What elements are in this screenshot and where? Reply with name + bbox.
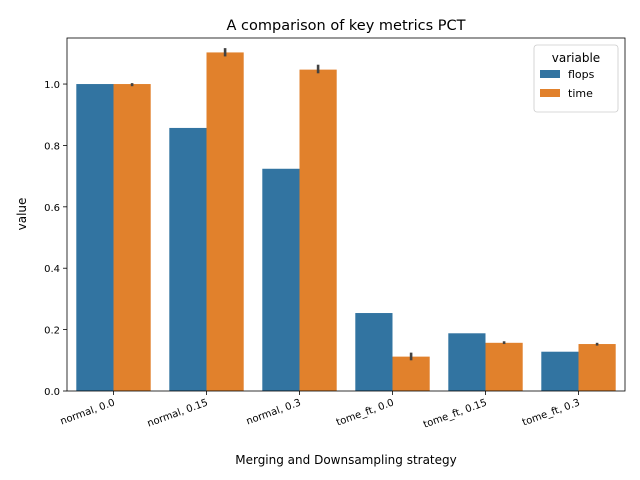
x-tick-label: normal, 0.15 xyxy=(146,397,210,429)
bar-flops-5 xyxy=(541,351,579,391)
plot-frame xyxy=(66,37,626,392)
y-tick-label: 0.2 xyxy=(44,326,60,337)
legend: variable flops time xyxy=(533,44,619,113)
bar-time-3 xyxy=(392,356,430,391)
y-axis: 0.0 0.2 0.4 0.6 0.8 1.0 xyxy=(44,80,67,398)
bar-time-4 xyxy=(485,342,523,391)
x-tick-label: tome_ft, 0.0 xyxy=(335,397,396,428)
y-tick-label: 0.6 xyxy=(44,203,60,214)
y-axis-label: value xyxy=(15,198,29,231)
bar-flops-3 xyxy=(355,313,393,391)
bar-flops-4 xyxy=(448,333,486,391)
x-axis: normal, 0.0 normal, 0.15 normal, 0.3 tome_f… xyxy=(59,391,582,431)
x-tick-label: normal, 0.3 xyxy=(245,397,303,427)
legend-label-time: time xyxy=(568,87,593,100)
y-tick-label: 1.0 xyxy=(44,80,60,91)
bar-time-5 xyxy=(578,344,616,391)
bars-layer xyxy=(76,52,616,392)
bar-flops-0 xyxy=(76,84,114,391)
x-tick-label: tome_ft, 0.15 xyxy=(422,397,489,430)
legend-title: variable xyxy=(552,51,600,65)
legend-swatch-time xyxy=(540,89,560,97)
y-tick-label: 0.0 xyxy=(44,387,60,398)
bar-flops-1 xyxy=(169,127,207,391)
x-tick-label: tome_ft, 0.3 xyxy=(521,397,582,428)
x-axis-label: Merging and Downsampling strategy xyxy=(235,453,457,467)
legend-label-flops: flops xyxy=(568,68,595,81)
chart-title: A comparison of key metrics PCT xyxy=(227,18,466,34)
y-tick-label: 0.4 xyxy=(44,264,60,275)
x-tick-label: normal, 0.0 xyxy=(59,397,117,427)
error-bars-layer xyxy=(130,48,599,361)
y-tick-label: 0.8 xyxy=(44,141,60,152)
bar-flops-2 xyxy=(262,168,300,391)
bar-time-0 xyxy=(113,84,151,391)
bar-time-1 xyxy=(206,52,244,392)
legend-swatch-flops xyxy=(540,70,560,78)
bar-time-2 xyxy=(299,69,337,392)
